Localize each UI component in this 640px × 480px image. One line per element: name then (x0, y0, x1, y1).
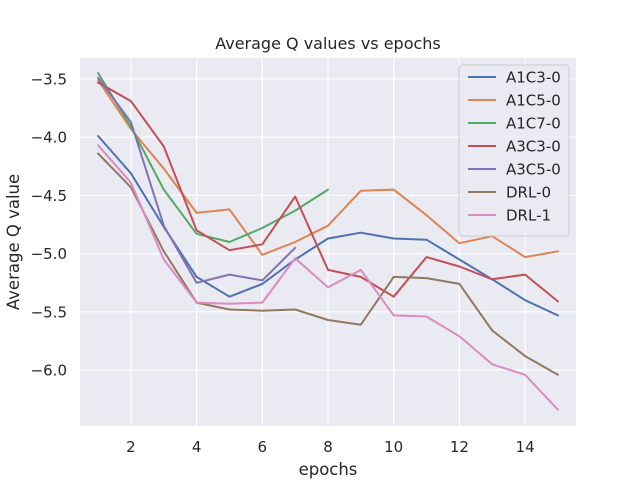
y-tick-label: −4.0 (31, 129, 67, 147)
legend-label: DRL-1 (506, 207, 551, 225)
tick-labels: 2 4 6 8 10 12 14 −6.0 −5.5 −5.0 −4.5 −4.0 −3.5 (31, 70, 535, 456)
series-line-a3c5-0 (97, 76, 297, 284)
x-tick-label: 2 (126, 438, 136, 456)
legend-label: A3C5-0 (506, 161, 561, 179)
series-layer (97, 72, 559, 411)
legend-label: A1C7-0 (506, 115, 561, 133)
y-tick-label: −5.5 (31, 303, 67, 321)
series-line-a3c3-0 (97, 81, 559, 303)
x-tick-label: 10 (384, 438, 403, 456)
legend-label: A1C5-0 (506, 92, 561, 110)
x-tick-label: 14 (516, 438, 535, 456)
y-tick-label: −4.5 (31, 187, 67, 205)
series-line-drl-0 (97, 152, 559, 376)
x-tick-label: 4 (192, 438, 202, 456)
x-axis-label: epochs (299, 460, 358, 479)
chart-title: Average Q values vs epochs (215, 34, 441, 53)
x-tick-label: 6 (258, 438, 268, 456)
legend-label: A3C3-0 (506, 138, 561, 156)
legend-label: A1C3-0 (506, 69, 561, 87)
legend: A1C3-0 A1C5-0 A1C7-0 A3C3-0 A3C5-0 DRL-0 DRL-1 (458, 64, 570, 237)
series-line-a1c5-0 (97, 79, 559, 259)
series-line-drl-1 (97, 144, 559, 411)
x-tick-label: 12 (450, 438, 469, 456)
y-tick-label: −3.5 (31, 70, 67, 88)
x-tick-label: 8 (323, 438, 333, 456)
legend-box (458, 64, 570, 237)
y-tick-label: −5.0 (31, 245, 67, 263)
y-tick-label: −6.0 (31, 362, 67, 380)
y-axis-label: Average Q value (4, 174, 23, 310)
legend-label: DRL-0 (506, 184, 551, 202)
